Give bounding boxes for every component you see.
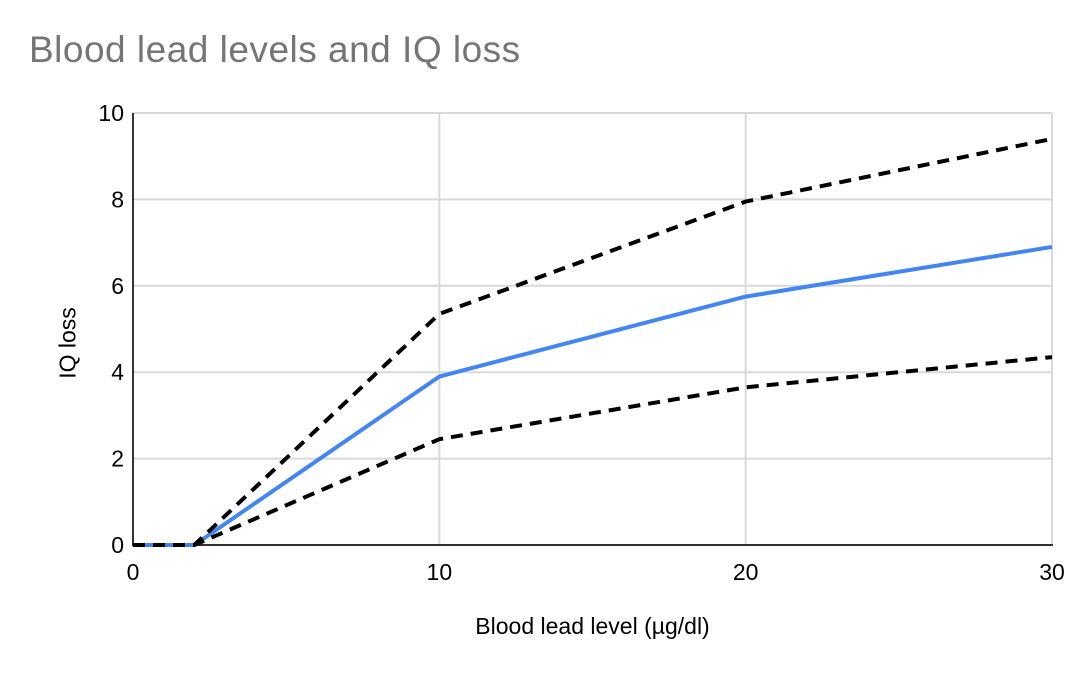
x-tick-label: 20 — [733, 559, 759, 585]
y-tick-label: 0 — [111, 532, 124, 558]
chart-title: Blood lead levels and IQ loss — [29, 29, 521, 70]
y-tick-label: 4 — [111, 359, 124, 385]
y-tick-label: 6 — [111, 273, 124, 299]
x-tick-label: 0 — [127, 559, 140, 585]
x-axis-title: Blood lead level (µg/dl) — [475, 613, 710, 639]
y-tick-label: 2 — [111, 446, 124, 472]
x-tick-label: 30 — [1039, 559, 1065, 585]
y-tick-label: 8 — [111, 186, 124, 212]
y-tick-label: 10 — [98, 100, 124, 126]
lower-bound-line — [133, 355, 1053, 547]
central-estimate-line — [133, 244, 1053, 547]
x-tick-label: 10 — [427, 559, 453, 585]
